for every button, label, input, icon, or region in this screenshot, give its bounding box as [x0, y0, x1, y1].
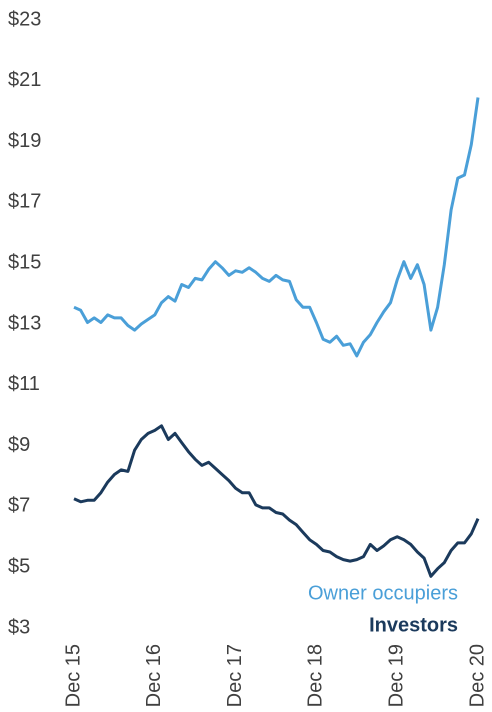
y-tick-label: $7 [8, 495, 30, 517]
series-line [73, 97, 480, 358]
x-tick-label: Dec 17 [224, 644, 246, 707]
x-tick-label: Dec 20 [466, 644, 488, 707]
x-tick-label: Dec 19 [385, 644, 407, 707]
legend-label: Owner occupiers [308, 582, 458, 604]
y-tick-label: $11 [8, 373, 40, 395]
y-tick-label: $15 [8, 251, 41, 273]
y-tick-label: $17 [8, 191, 41, 213]
series-line [73, 424, 480, 578]
y-tick-label: $13 [8, 312, 41, 334]
legend-label: Investors [369, 614, 458, 636]
x-tick-label: Dec 15 [62, 644, 84, 707]
y-tick-label: $3 [8, 616, 30, 638]
y-tick-label: $9 [8, 434, 30, 456]
y-tick-label: $23 [8, 8, 41, 30]
y-tick-label: $21 [8, 69, 41, 91]
y-tick-label: $5 [8, 555, 30, 577]
y-tick-label: $19 [8, 130, 41, 152]
x-tick-label: Dec 16 [143, 644, 165, 707]
x-tick-label: Dec 18 [305, 644, 327, 707]
